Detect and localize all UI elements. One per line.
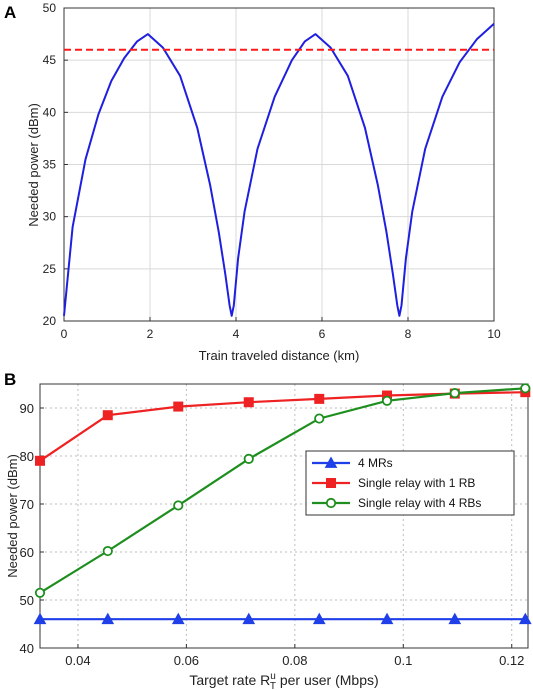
series-single-relay-4-rbs-point — [381, 395, 393, 406]
series-single-relay-4-rbs-point — [520, 383, 531, 394]
series-single-relay-1-rb-point — [102, 410, 113, 421]
series-single-relay-4-rbs-point — [314, 413, 325, 424]
series-single-relay-4-rbs-point — [102, 545, 113, 557]
series-4-mrs-point — [380, 612, 394, 625]
series-4-mrs-point — [33, 612, 47, 625]
panel-a-y-tick-label: 50 — [43, 1, 57, 15]
panel-a-grid — [63, 7, 495, 322]
series-4-mrs-point — [242, 612, 256, 625]
series-single-relay-4-rbs-point — [449, 388, 460, 399]
panel-b-x-axis-label: Target rate Ru T per user (Mbps) — [189, 671, 378, 690]
panel-b-x-tick-label: 0.1 — [394, 653, 412, 668]
panel-b-x-axis-label-sub: T — [270, 681, 276, 690]
series-single-relay-4-rbs-point — [243, 453, 254, 464]
series-4-mrs-point — [518, 612, 532, 625]
panel-a-series — [63, 22, 495, 317]
panel-a-y-tick-label: 45 — [43, 53, 57, 67]
panel-a-x-tick-label: 6 — [319, 327, 326, 341]
legend-single-relay-1-rb-label: Single relay with 1 RB — [358, 476, 475, 490]
panel-b-label: B — [4, 370, 16, 389]
series-4-mrs-point — [312, 612, 326, 625]
panel-a-x-tick-label: 2 — [147, 327, 154, 341]
series-single-relay-1-rb-point — [173, 401, 184, 412]
panel-a-ticks: 0 2 4 6 8 10 20 25 30 35 40 45 50 — [43, 1, 501, 341]
legend-4-mrs-label: 4 MRs — [358, 456, 393, 470]
series-single-relay-4-rbs-line — [39, 387, 526, 594]
panel-b-x-axis-label-sup: u — [270, 671, 276, 682]
panel-b-legend: 4 MRs Single relay with 1 RB Single relay … — [305, 450, 515, 516]
panel-b-grid — [40, 384, 528, 649]
panel-a-y-tick-label: 20 — [43, 314, 57, 328]
panel-a-y-tick-label: 35 — [43, 158, 57, 172]
panel-b-y-tick-label: 70 — [20, 497, 34, 512]
panel-b-x-axis-label-end: per user (Mbps) — [276, 672, 379, 688]
panel-b-ticks: 0.04 0.06 0.08 0.1 0.12 40 50 60 70 80 90 — [20, 401, 525, 668]
panel-b-x-tick-label: 0.06 — [174, 653, 199, 668]
legend-4-mrs-marker — [324, 456, 338, 468]
legend-single-relay-1-rb-marker — [326, 478, 336, 488]
panel-a-x-tick-label: 8 — [405, 327, 412, 341]
panel-b-y-tick-label: 80 — [20, 449, 34, 464]
panel-b-y-tick-label: 40 — [20, 641, 34, 656]
panel-a-y-axis-label: Needed power (dBm) — [26, 103, 41, 227]
series-4-mrs-point — [171, 612, 185, 625]
panel-b-plot-frame — [39, 383, 529, 649]
panel-a-x-tick-label: 4 — [233, 327, 240, 341]
series-4-mrs-point — [448, 612, 462, 625]
panel-b-x-tick-label: 0.08 — [282, 653, 307, 668]
panel-a-x-tick-label: 0 — [61, 327, 68, 341]
panel-b-y-tick-label: 50 — [20, 593, 34, 608]
series-single-relay-4-rbs-point — [34, 587, 46, 598]
panel-b-x-tick-label: 0.04 — [65, 653, 90, 668]
panel-b-y-tick-label: 90 — [20, 401, 34, 416]
legend-single-relay-4-rbs-marker — [325, 497, 337, 509]
panel-a-x-tick-label: 10 — [487, 327, 501, 341]
panel-b-series — [33, 383, 532, 625]
panel-a-y-tick-label: 25 — [43, 262, 57, 276]
panel-a-y-tick-label: 40 — [43, 105, 57, 119]
panel-b-x-axis-label-main: Target rate R — [189, 672, 270, 688]
series-single-relay-4-rbs-point — [173, 500, 184, 511]
panel-a-power-curve — [63, 22, 495, 317]
series-single-relay-1-rb-point — [35, 455, 45, 466]
series-4-mrs-point — [101, 612, 115, 625]
panel-b-y-tick-label: 60 — [20, 545, 34, 560]
panel-a-y-tick-label: 30 — [43, 210, 57, 224]
series-single-relay-1-rb-point — [314, 393, 325, 404]
panel-b-y-axis-label: Needed power (dBm) — [5, 454, 20, 578]
legend-single-relay-4-rbs-label: Single relay with 4 RBs — [358, 496, 481, 510]
series-single-relay-1-rb-point — [243, 397, 254, 408]
panel-a-label: A — [4, 3, 16, 22]
panel-a-x-axis-label: Train traveled distance (km) — [199, 348, 360, 363]
panel-b-x-tick-label: 0.12 — [499, 653, 524, 668]
